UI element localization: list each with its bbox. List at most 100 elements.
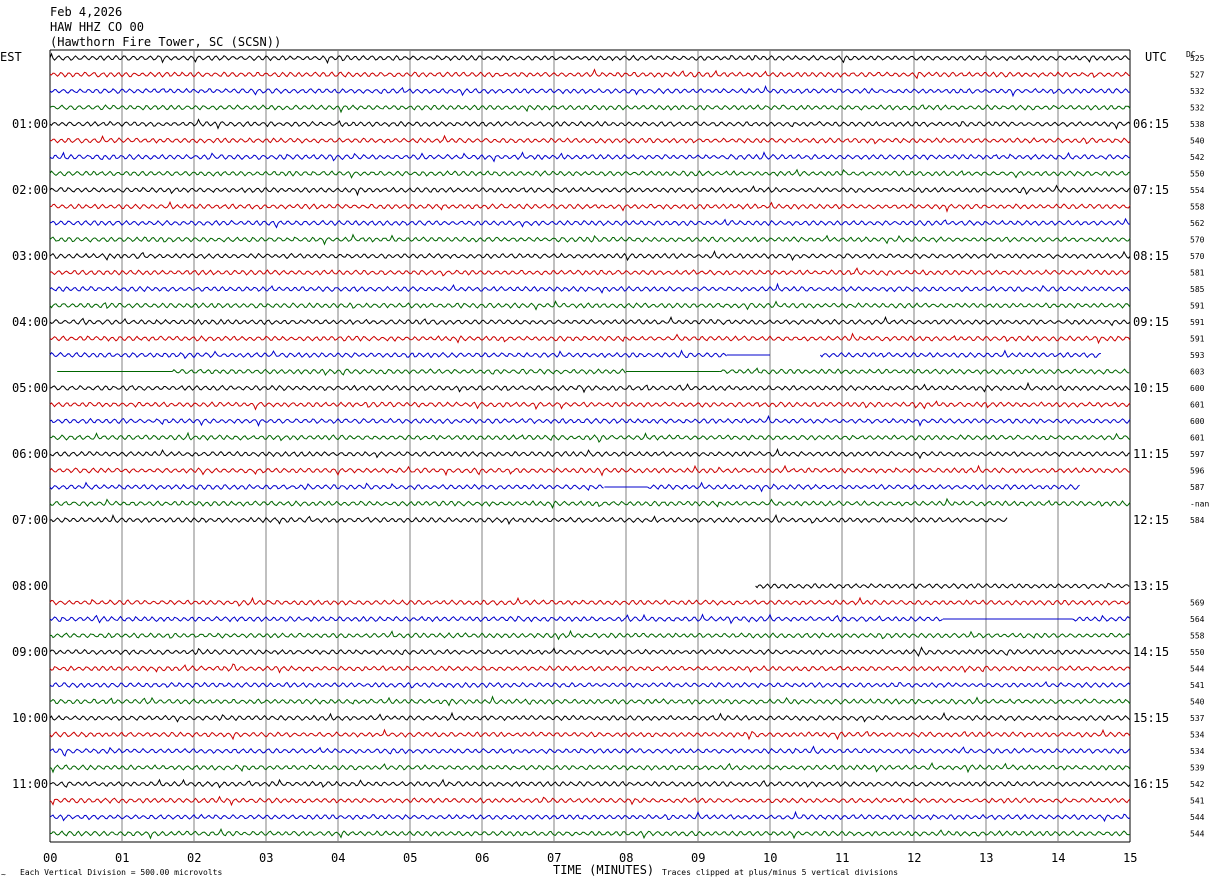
dc-offset-label: 600 [1190, 384, 1205, 393]
trace-row-4-seg-0-0 [49, 118, 1131, 130]
est-hour-label: 05:00 [12, 381, 48, 395]
trace-row-46-seg-0-0 [49, 810, 1131, 823]
est-hour-label: 08:00 [12, 579, 48, 593]
x-tick-label: 07 [547, 851, 561, 865]
dc-offset-label: 550 [1190, 648, 1205, 657]
utc-hour-label: 14:15 [1133, 645, 1169, 659]
x-tick-label: 03 [259, 851, 273, 865]
utc-hour-labels: 06:15 07:15 08:15 09:15 10:15 11:15 12:15 13:15… [1133, 117, 1169, 791]
dc-offset-label: 550 [1190, 170, 1205, 179]
dc-offset-header: DC [1186, 50, 1196, 59]
clip-note: Traces clipped at plus/minus 5 vertical … [662, 868, 898, 877]
dc-offset-labels: 525 527 532 532 538 540 542 550 554 558 562 570 570 5… [1190, 54, 1209, 839]
dc-offset-label: 570 [1190, 236, 1205, 245]
dc-offset-label: 532 [1190, 87, 1205, 96]
dc-offset-label: 527 [1190, 71, 1205, 80]
trace-group [49, 52, 1131, 840]
dc-offset-label: 591 [1190, 318, 1205, 327]
dc-offset-label: 538 [1190, 120, 1205, 129]
dc-offset-label: 544 [1190, 830, 1205, 839]
x-tick-label: 06 [475, 851, 489, 865]
est-hour-label: 01:00 [12, 117, 48, 131]
trace-row-42-seg-0-0 [49, 745, 1131, 757]
est-hour-labels: 01:00 02:00 03:00 04:00 05:00 06:00 07:00 08:00… [12, 117, 48, 791]
trace-row-16-seg-0-0 [49, 315, 1131, 327]
est-hour-label: 04:00 [12, 315, 48, 329]
dc-offset-label: 542 [1190, 780, 1205, 789]
dc-offset-label: 587 [1190, 483, 1205, 492]
dc-offset-label: 558 [1190, 632, 1205, 641]
dc-offset-label: 603 [1190, 368, 1205, 377]
x-axis-ticks: 00 01 02 03 04 05 06 07 08 09 10 11 12 13 14 15 [43, 851, 1137, 865]
dc-offset-label: 537 [1190, 714, 1205, 723]
trace-row-18-seg-1-0 [820, 349, 1101, 359]
trace-row-43-seg-0-0 [49, 762, 1131, 774]
trace-row-38-seg-0-0 [49, 680, 1131, 689]
trace-row-32-seg-0-0 [755, 582, 1130, 590]
header-date: Feb 4,2026 [50, 5, 122, 19]
est-hour-label: 03:00 [12, 249, 48, 263]
header-station: HAW HHZ CO 00 [50, 20, 144, 34]
x-tick-label: 11 [835, 851, 849, 865]
x-tick-label: 09 [691, 851, 705, 865]
utc-hour-label: 16:15 [1133, 777, 1169, 791]
dc-offset-label: 544 [1190, 813, 1205, 822]
left-timezone-label: EST [0, 50, 22, 64]
trace-row-21-seg-0-0 [49, 400, 1131, 411]
x-tick-label: 05 [403, 851, 417, 865]
utc-hour-label: 13:15 [1133, 579, 1169, 593]
trace-row-20-seg-0-0 [49, 381, 1131, 394]
utc-hour-label: 10:15 [1133, 381, 1169, 395]
x-tick-label: 01 [115, 851, 129, 865]
x-tick-label: 00 [43, 851, 57, 865]
trace-row-9-seg-0-0 [49, 200, 1131, 213]
dc-offset-label: 562 [1190, 219, 1205, 228]
trace-row-39-seg-0-0 [49, 695, 1131, 707]
dc-offset-label: 600 [1190, 417, 1205, 426]
dc-offset-label: 541 [1190, 681, 1205, 690]
x-tick-label: 08 [619, 851, 633, 865]
dc-offset-label: -nan [1190, 500, 1209, 509]
x-axis-title: TIME (MINUTES) [553, 863, 654, 877]
dc-offset-label: 570 [1190, 252, 1205, 261]
est-hour-label: 07:00 [12, 513, 48, 527]
x-tick-label: 14 [1051, 851, 1065, 865]
dc-offset-label: 544 [1190, 665, 1205, 674]
trace-row-25-seg-0-0 [49, 464, 1131, 477]
x-tick-label: 02 [187, 851, 201, 865]
x-tick-label: 04 [331, 851, 345, 865]
trace-row-28-seg-0-0 [49, 513, 1008, 526]
x-tick-label: 13 [979, 851, 993, 865]
trace-row-3-seg-0-0 [49, 104, 1131, 114]
dc-offset-label: 534 [1190, 747, 1205, 756]
est-hour-label: 06:00 [12, 447, 48, 461]
trace-row-8-seg-0-0 [49, 184, 1131, 197]
trace-row-26-seg-0-0 [49, 481, 604, 492]
trace-row-22-seg-0-0 [49, 414, 1131, 427]
trace-row-2-seg-0-0 [49, 84, 1130, 98]
dc-offset-label: 554 [1190, 186, 1205, 195]
scale-note: Each Vertical Division = 500.00 microvol… [20, 868, 222, 877]
dc-offset-label: 540 [1190, 137, 1205, 146]
trace-row-41-seg-0-0 [49, 728, 1131, 741]
trace-row-35-seg-0-0 [49, 629, 1131, 641]
est-hour-label: 11:00 [12, 777, 48, 791]
trace-row-15-seg-0-0 [49, 300, 1131, 311]
trace-row-0-seg-0-0 [49, 52, 1131, 65]
x-tick-label: 10 [763, 851, 777, 865]
utc-hour-label: 09:15 [1133, 315, 1169, 329]
trace-row-19-seg-1-1 [719, 367, 1130, 375]
x-tick-label: 15 [1123, 851, 1137, 865]
trace-row-18-seg-0-0 [49, 349, 727, 360]
trace-row-10-seg-0-0 [49, 217, 1131, 229]
trace-row-34-seg-0-1 [1072, 614, 1130, 622]
minute-gridlines [49, 49, 1131, 843]
trace-row-23-seg-0-0 [49, 431, 1131, 444]
trace-row-14-seg-0-0 [49, 282, 1131, 294]
x-tick-label: 12 [907, 851, 921, 865]
utc-hour-label: 08:15 [1133, 249, 1169, 263]
dc-offset-label: 597 [1190, 450, 1205, 459]
trace-row-6-seg-0-0 [49, 151, 1131, 163]
dc-offset-label: 541 [1190, 797, 1205, 806]
trace-row-34-seg-0-0 [49, 613, 943, 625]
